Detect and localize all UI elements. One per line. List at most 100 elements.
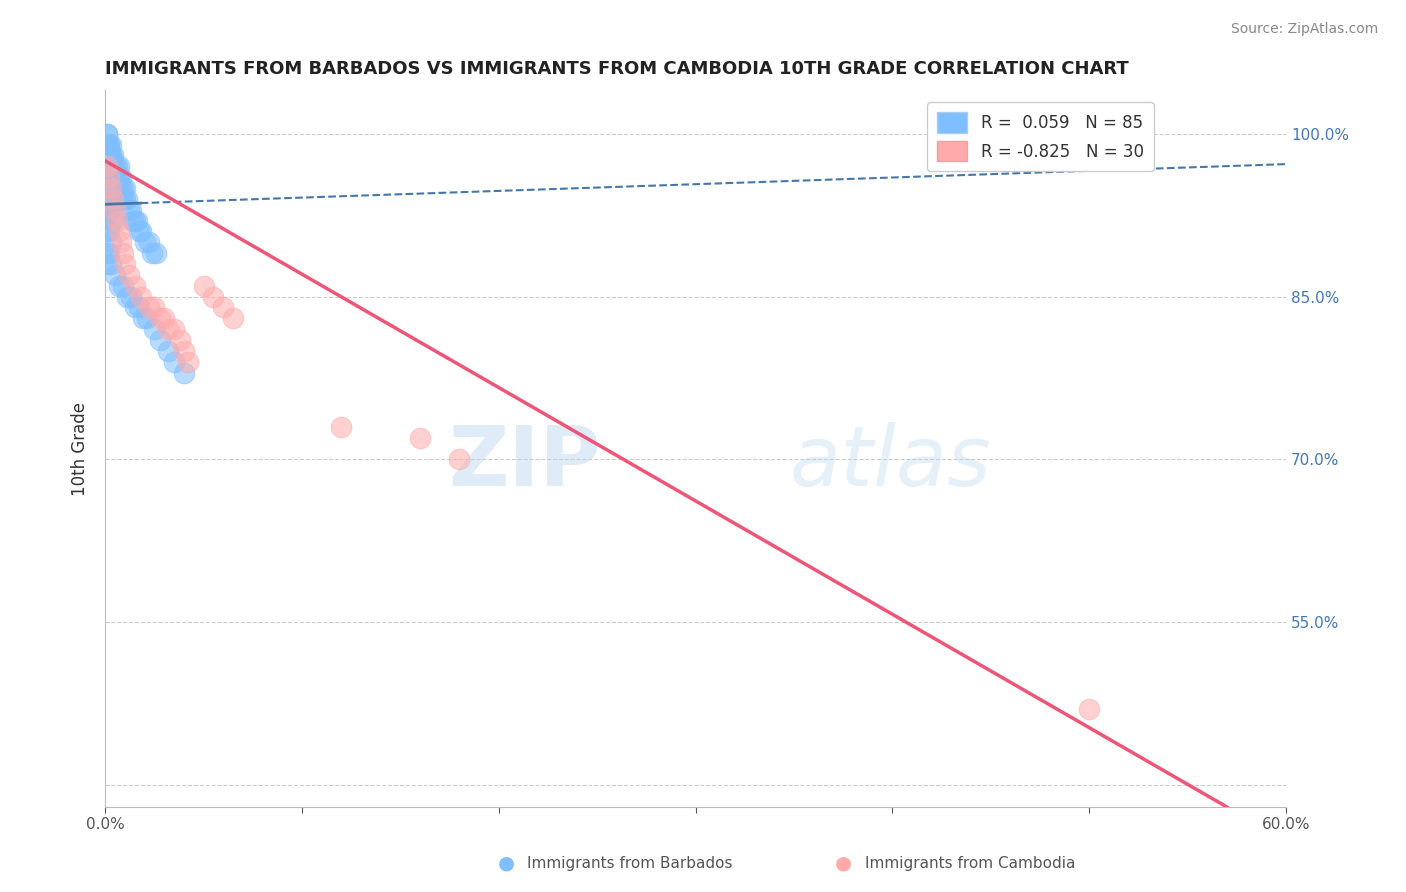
Point [212, 301, 235, 315]
Point [98, 181, 121, 195]
Point [98, 202, 121, 217]
Point [98, 148, 121, 162]
Point [100, 192, 122, 206]
Point [143, 301, 166, 315]
Point [177, 355, 200, 369]
Point [96, 137, 118, 152]
Point [98, 246, 121, 260]
Point [115, 192, 138, 206]
Point [101, 159, 124, 173]
Point [96, 159, 118, 173]
Point [98, 137, 121, 152]
Point [100, 170, 122, 185]
Point [163, 322, 186, 336]
Point [143, 322, 166, 336]
Point [100, 159, 122, 173]
Point [100, 148, 122, 162]
Point [108, 181, 131, 195]
Text: IMMIGRANTS FROM BARBADOS VS IMMIGRANTS FROM CAMBODIA 10TH GRADE CORRELATION CHAR: IMMIGRANTS FROM BARBADOS VS IMMIGRANTS F… [105, 60, 1129, 78]
Point [104, 181, 127, 195]
Point [110, 181, 132, 195]
Text: atlas: atlas [790, 423, 991, 503]
Point [138, 235, 160, 250]
Point [125, 213, 148, 227]
Point [101, 170, 124, 185]
Point [108, 170, 131, 185]
Text: Immigrants from Cambodia: Immigrants from Cambodia [865, 856, 1076, 871]
Point [124, 278, 146, 293]
Point [330, 420, 353, 434]
Text: ●: ● [835, 854, 852, 873]
Point [149, 311, 172, 326]
Point [96, 257, 118, 271]
Point [98, 224, 121, 238]
Point [169, 333, 191, 347]
Point [100, 181, 122, 195]
Point [121, 213, 143, 227]
Point [128, 224, 150, 238]
Point [193, 278, 215, 293]
Point [96, 127, 118, 141]
Text: Immigrants from Barbados: Immigrants from Barbados [527, 856, 733, 871]
Point [96, 192, 118, 206]
Point [129, 290, 152, 304]
Point [111, 181, 134, 195]
Point [100, 235, 122, 250]
Point [157, 322, 180, 336]
Point [96, 127, 118, 141]
Text: Source: ZipAtlas.com: Source: ZipAtlas.com [1230, 22, 1378, 37]
Point [134, 235, 156, 250]
Point [100, 257, 122, 271]
Point [108, 224, 131, 238]
Point [96, 170, 118, 185]
Point [108, 159, 131, 173]
Point [105, 159, 128, 173]
Point [98, 170, 121, 185]
Point [173, 366, 195, 380]
Point [101, 192, 124, 206]
Point [138, 301, 160, 315]
Point [129, 224, 152, 238]
Point [100, 137, 122, 152]
Point [98, 159, 121, 173]
Point [98, 148, 121, 162]
Point [96, 224, 118, 238]
Point [104, 159, 127, 173]
Point [105, 213, 128, 227]
Point [100, 148, 122, 162]
Point [111, 246, 134, 260]
Legend: R =  0.059   N = 85, R = -0.825   N = 30: R = 0.059 N = 85, R = -0.825 N = 30 [928, 103, 1154, 171]
Point [135, 311, 157, 326]
Point [98, 202, 121, 217]
Point [118, 268, 141, 282]
Point [110, 192, 132, 206]
Point [110, 235, 132, 250]
Point [128, 301, 150, 315]
Point [111, 192, 134, 206]
Point [120, 202, 142, 217]
Point [114, 181, 136, 195]
Point [101, 192, 124, 206]
Point [222, 311, 245, 326]
Point [449, 452, 471, 467]
Point [115, 290, 138, 304]
Point [131, 311, 153, 326]
Point [409, 431, 432, 445]
Point [110, 170, 132, 185]
Point [98, 170, 121, 185]
Point [149, 333, 172, 347]
Point [124, 301, 146, 315]
Point [104, 202, 127, 217]
Point [96, 137, 118, 152]
Point [163, 355, 186, 369]
Point [1078, 702, 1101, 716]
Point [104, 268, 127, 282]
Point [120, 290, 142, 304]
Point [114, 192, 136, 206]
Point [153, 311, 176, 326]
Y-axis label: 10th Grade: 10th Grade [72, 401, 89, 496]
Point [96, 181, 118, 195]
Point [100, 181, 122, 195]
Point [98, 137, 121, 152]
Point [105, 170, 128, 185]
